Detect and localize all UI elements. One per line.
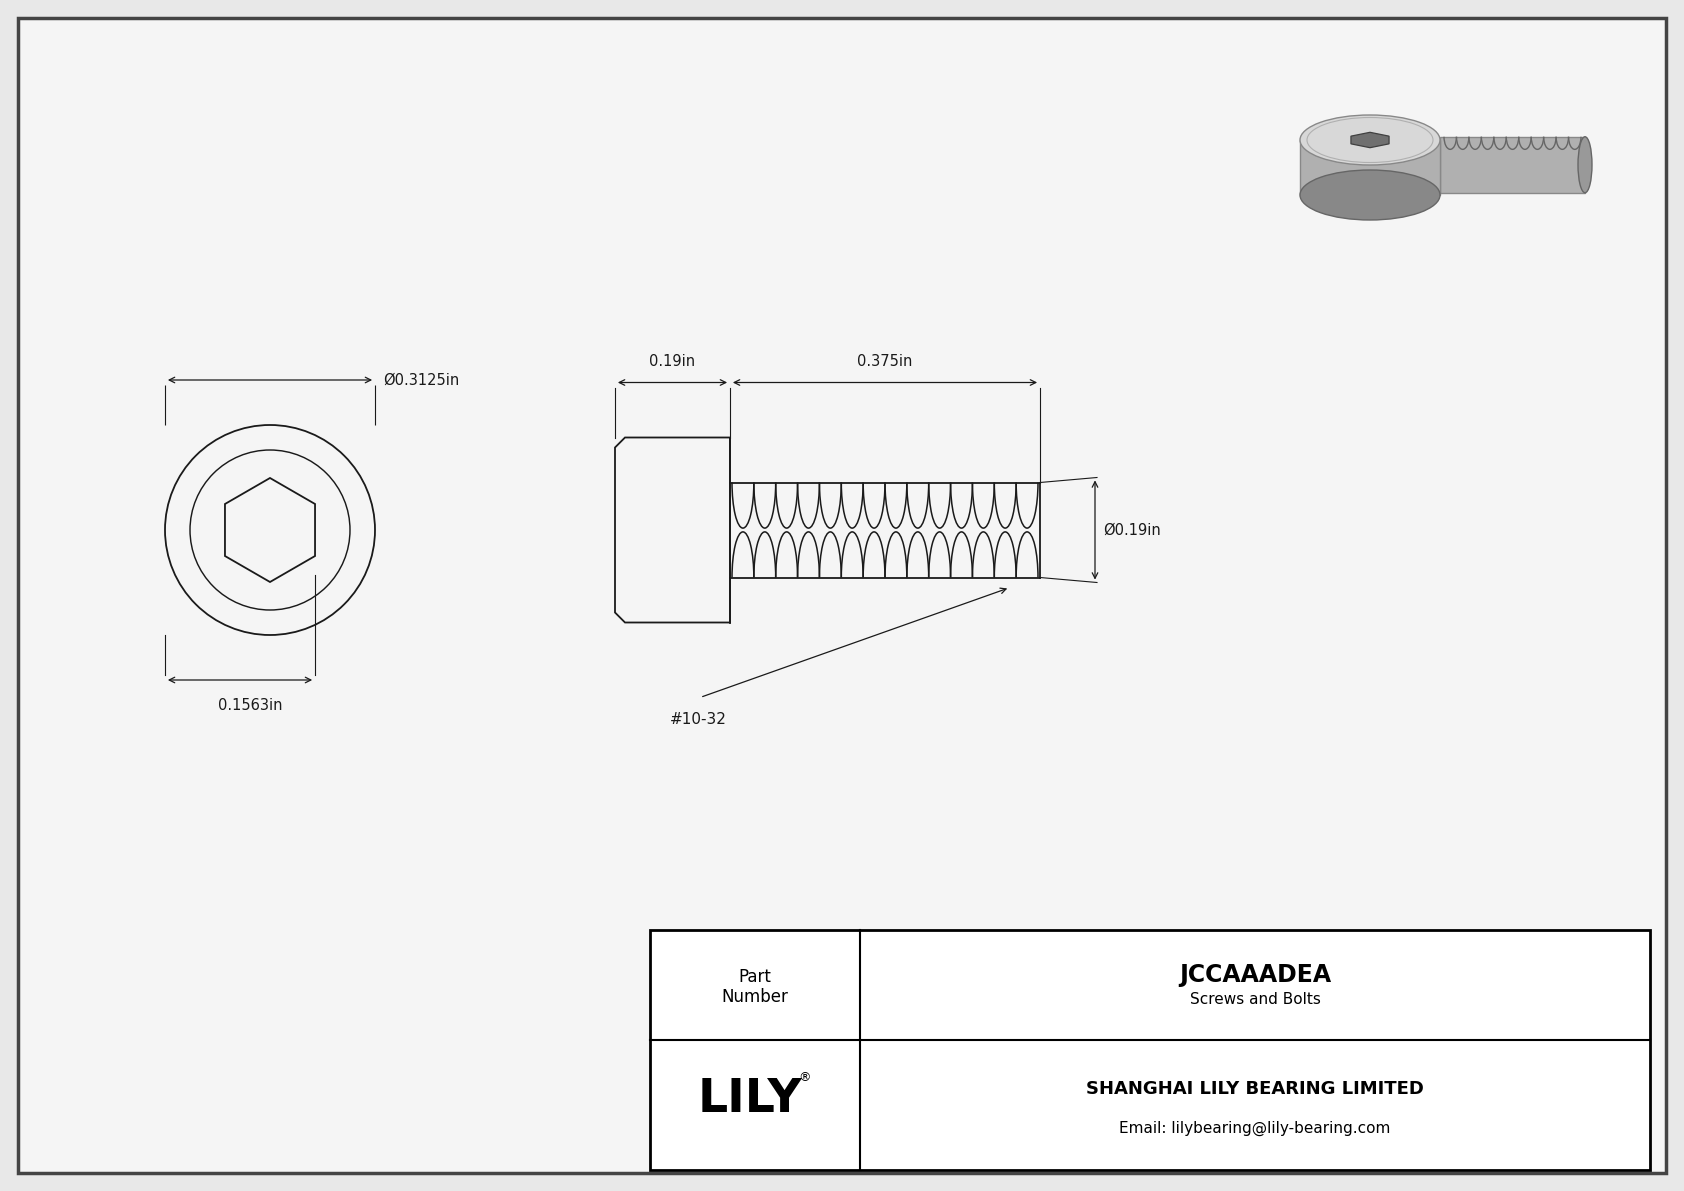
Text: Ø0.3125in: Ø0.3125in — [382, 373, 460, 387]
Ellipse shape — [1300, 116, 1440, 166]
Text: ®: ® — [798, 1072, 810, 1085]
Text: LILY: LILY — [697, 1078, 802, 1122]
Polygon shape — [1440, 137, 1585, 193]
Text: Ø0.19in: Ø0.19in — [1103, 523, 1160, 537]
Bar — [650, 930, 1650, 1170]
Text: Number: Number — [721, 989, 788, 1006]
Text: 0.375in: 0.375in — [857, 354, 913, 368]
Text: 0.1563in: 0.1563in — [217, 698, 283, 713]
Text: Part: Part — [739, 968, 771, 986]
Polygon shape — [1351, 132, 1389, 148]
Text: JCCAAADEA: JCCAAADEA — [1179, 964, 1330, 987]
Text: 0.19in: 0.19in — [650, 354, 695, 368]
Text: Email: lilybearing@lily-bearing.com: Email: lilybearing@lily-bearing.com — [1120, 1121, 1391, 1136]
Text: SHANGHAI LILY BEARING LIMITED: SHANGHAI LILY BEARING LIMITED — [1086, 1080, 1425, 1098]
Ellipse shape — [1300, 170, 1440, 220]
Ellipse shape — [1578, 137, 1591, 193]
Text: Screws and Bolts: Screws and Bolts — [1189, 992, 1320, 1008]
Text: #10-32: #10-32 — [670, 712, 727, 728]
Polygon shape — [1300, 141, 1440, 195]
